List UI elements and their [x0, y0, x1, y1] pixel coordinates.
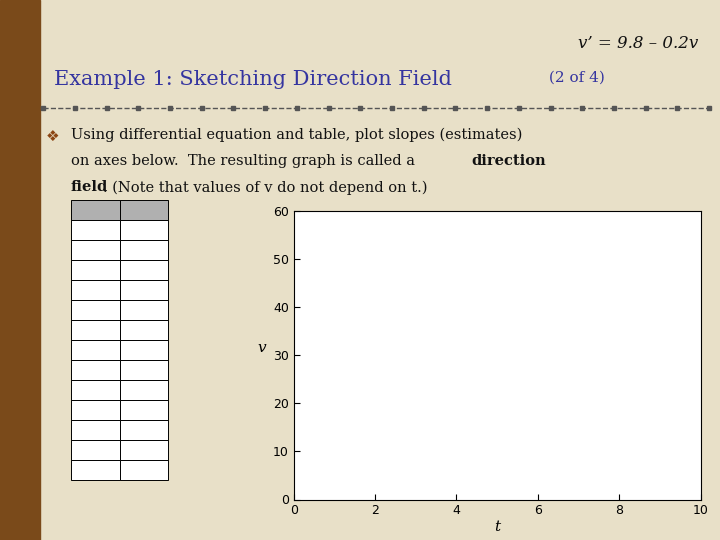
Bar: [71, 200, 120, 220]
Text: 1.8: 1.8: [134, 383, 154, 396]
Text: v’ = 9.8 – 0.2v: v’ = 9.8 – 0.2v: [578, 35, 698, 52]
Bar: [120, 320, 168, 340]
Bar: [71, 300, 120, 320]
Text: 35: 35: [87, 363, 103, 376]
Text: 0.8: 0.8: [134, 403, 154, 416]
Bar: [120, 280, 168, 300]
Text: 7.8: 7.8: [134, 263, 154, 276]
Bar: [71, 280, 120, 300]
Bar: [120, 300, 168, 320]
Text: 15: 15: [87, 283, 103, 296]
Bar: [120, 400, 168, 420]
Bar: [71, 320, 120, 340]
Y-axis label: v: v: [258, 341, 266, 355]
Bar: [120, 460, 168, 480]
Text: 55: 55: [87, 443, 103, 456]
Text: direction: direction: [471, 154, 546, 168]
Text: Example 1: Sketching Direction Field: Example 1: Sketching Direction Field: [54, 70, 452, 89]
Bar: [71, 360, 120, 380]
Text: 8.8: 8.8: [134, 243, 154, 256]
Text: 2.8: 2.8: [134, 363, 154, 376]
Text: v: v: [91, 203, 99, 217]
Bar: [71, 420, 120, 440]
Text: ❖: ❖: [45, 129, 59, 144]
Text: v': v': [138, 203, 150, 217]
Bar: [120, 240, 168, 260]
Bar: [71, 460, 120, 480]
Bar: [71, 260, 120, 280]
Bar: [0, 0, 40, 540]
Bar: [71, 220, 120, 240]
Bar: [71, 440, 120, 460]
Text: 60: 60: [87, 463, 103, 476]
Text: 30: 30: [87, 343, 103, 356]
Text: . (Note that values of v do not depend on t.): . (Note that values of v do not depend o…: [103, 180, 428, 195]
Text: (2 of 4): (2 of 4): [544, 70, 605, 84]
X-axis label: t: t: [494, 520, 500, 534]
Text: -0.2: -0.2: [132, 423, 156, 436]
Bar: [120, 340, 168, 360]
Text: 20: 20: [87, 303, 103, 316]
Text: 0: 0: [91, 223, 99, 237]
Text: 45: 45: [87, 403, 103, 416]
Text: 5.8: 5.8: [134, 303, 154, 316]
Bar: [120, 420, 168, 440]
Bar: [120, 200, 168, 220]
Text: 5: 5: [91, 243, 99, 256]
Text: -2.2: -2.2: [132, 463, 156, 476]
Text: Using differential equation and table, plot slopes (estimates): Using differential equation and table, p…: [71, 128, 522, 143]
Bar: [71, 380, 120, 400]
Text: 25: 25: [87, 323, 103, 336]
Text: 4.8: 4.8: [134, 323, 154, 336]
Bar: [120, 440, 168, 460]
Bar: [71, 340, 120, 360]
Bar: [71, 400, 120, 420]
Text: 10: 10: [87, 263, 103, 276]
Text: 6.8: 6.8: [134, 283, 154, 296]
Bar: [120, 360, 168, 380]
Text: -1.2: -1.2: [132, 443, 156, 456]
Text: 40: 40: [87, 383, 103, 396]
Bar: [120, 220, 168, 240]
Text: 3.8: 3.8: [134, 343, 154, 356]
Bar: [71, 240, 120, 260]
Text: 50: 50: [87, 423, 103, 436]
Text: on axes below.  The resulting graph is called a: on axes below. The resulting graph is ca…: [71, 154, 419, 168]
Text: 9.8: 9.8: [134, 223, 154, 237]
Bar: [120, 380, 168, 400]
Bar: [120, 260, 168, 280]
Text: field: field: [71, 180, 108, 194]
